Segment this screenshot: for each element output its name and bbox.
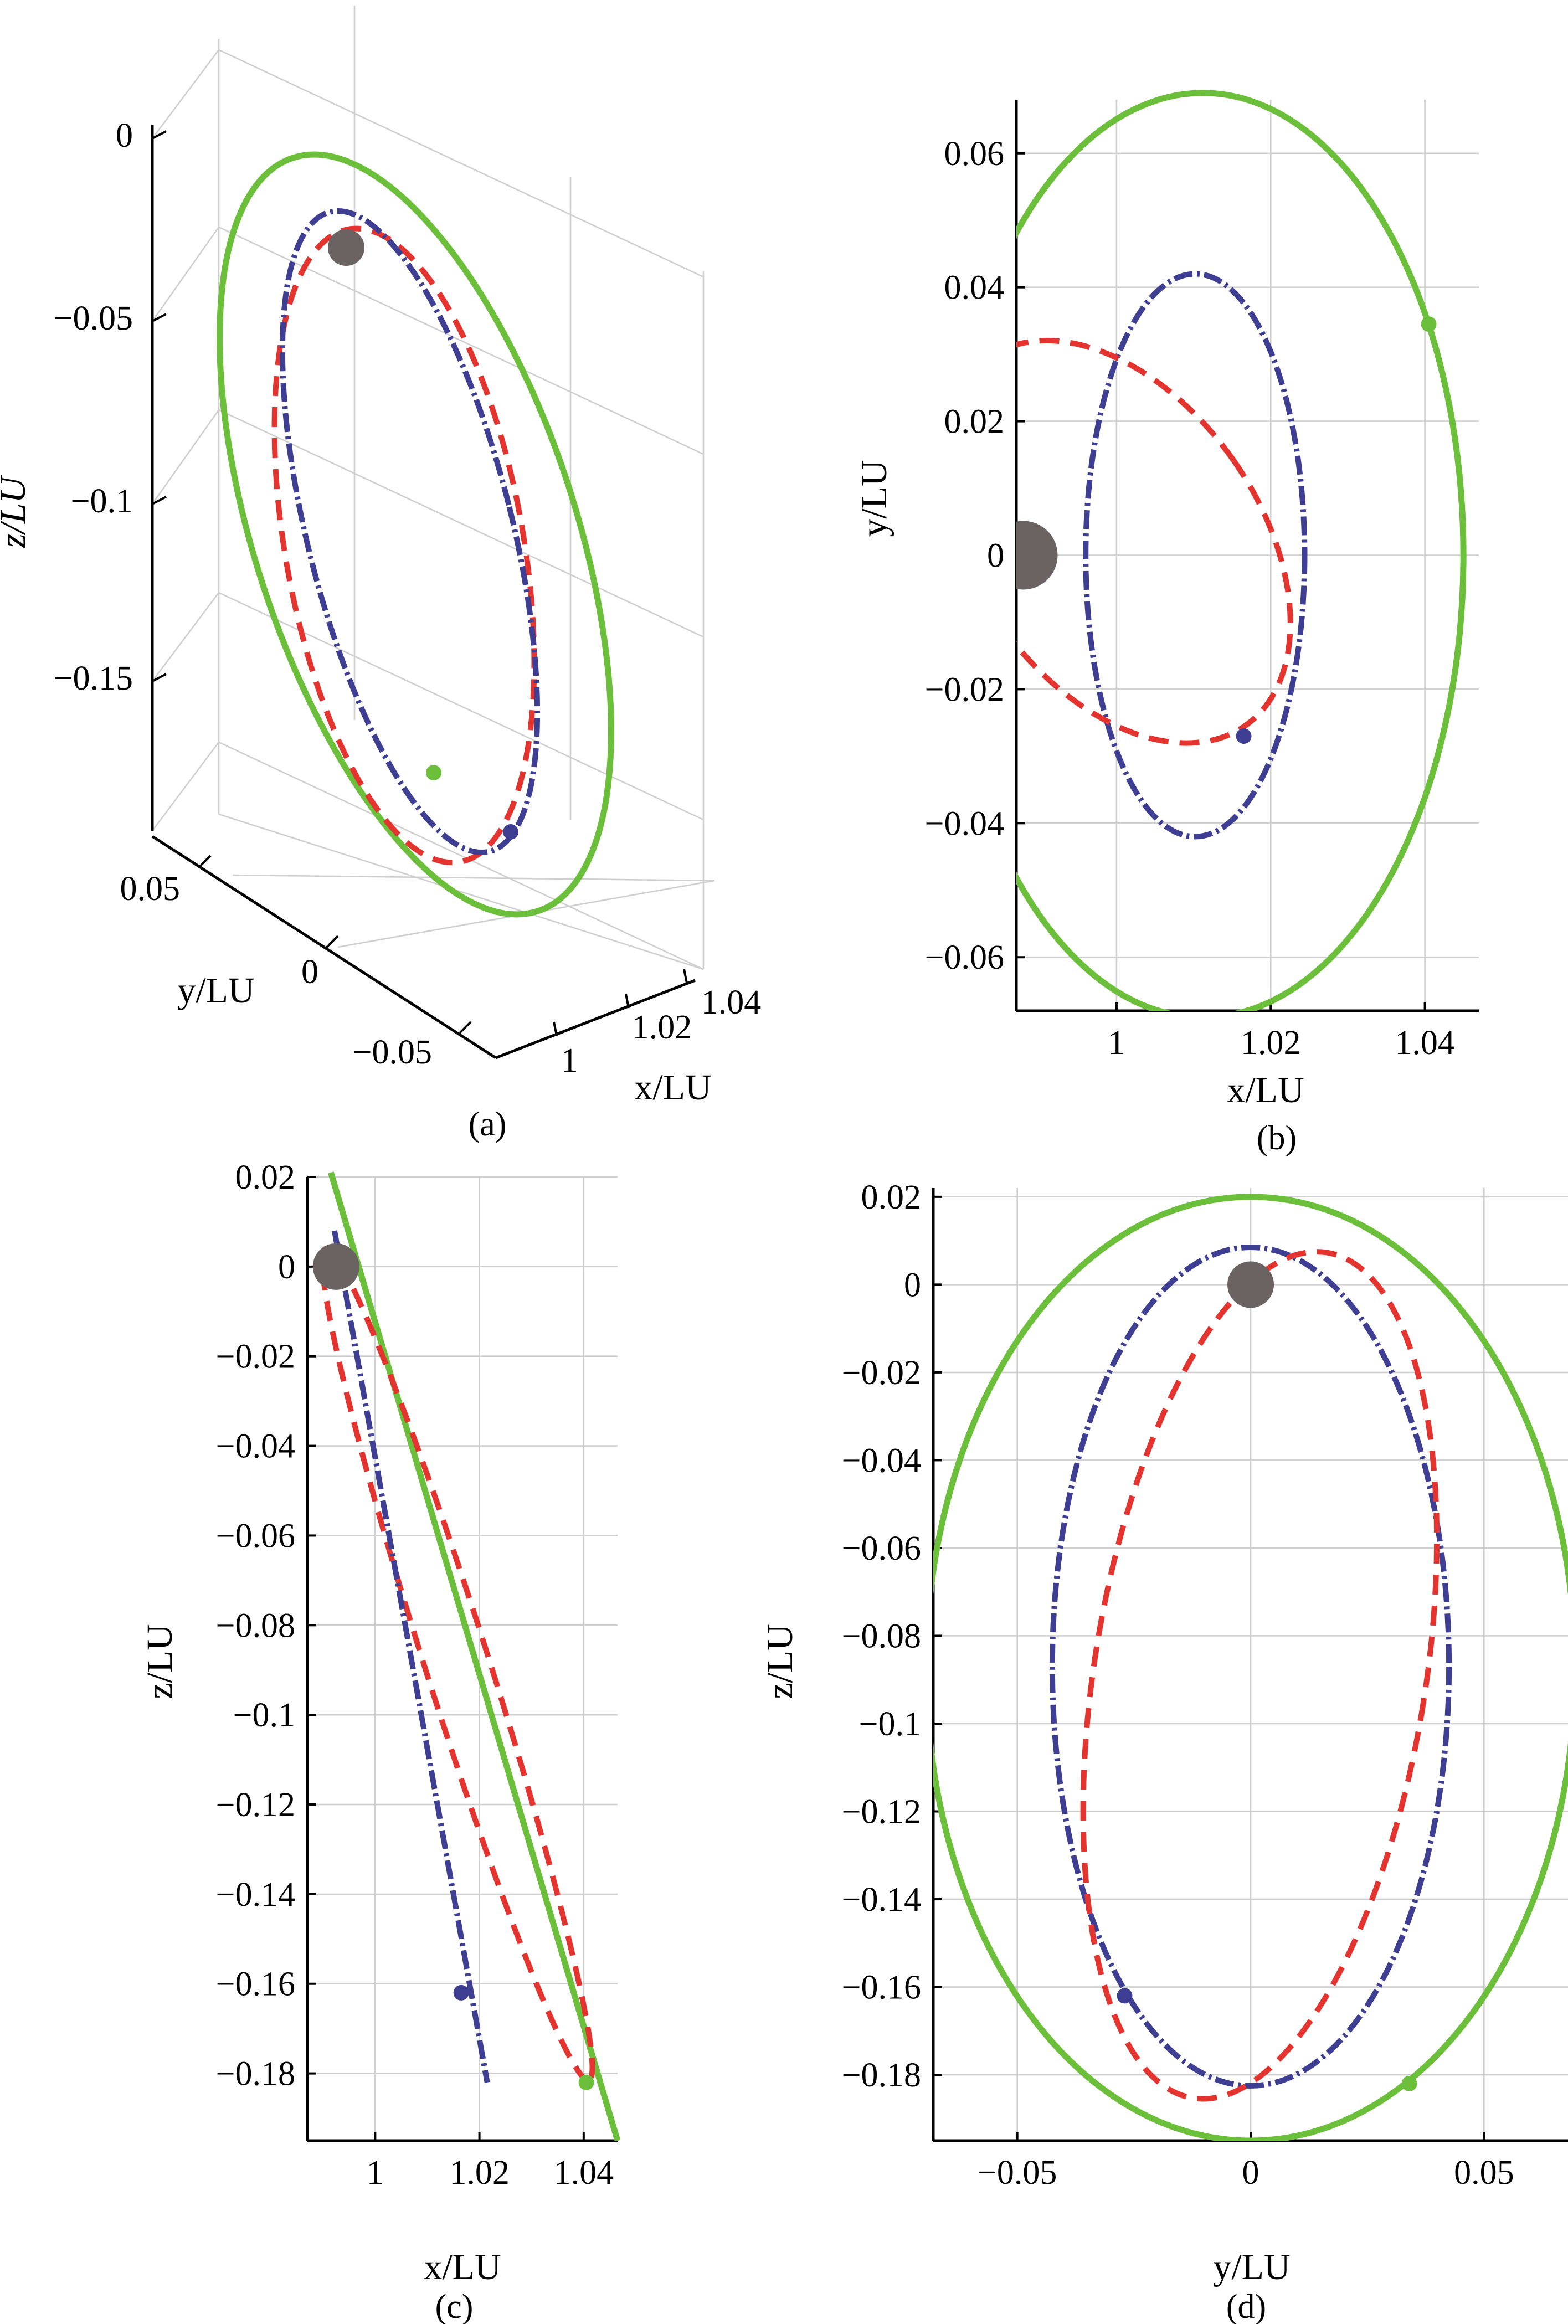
panel-a-moon	[328, 229, 364, 266]
panel-c-y-tick-label: −0.16	[216, 1966, 295, 2003]
panel-d-y-tick-label: −0.16	[842, 1969, 921, 2007]
panel-b-x-tick-label: 1.04	[1395, 1024, 1455, 1062]
panel-a-caption: (a)	[469, 1106, 507, 1143]
panel-d-x-tick-label: −0.05	[978, 2154, 1057, 2192]
panel-a-3d-view: 0 −0.05 −0.1 −0.15 0.05 0 −0.05 1 1.02 1…	[0, 6, 761, 1143]
panel-d-x-tick-label: 0.05	[1454, 2154, 1514, 2192]
panel-d-green-orbit	[933, 1194, 1568, 2141]
panel-b-y-tick-label: 0	[987, 537, 1004, 575]
panel-b-caption: (b)	[1257, 1119, 1297, 1157]
panel-d-y-axis-label: z/LU	[760, 1624, 800, 1699]
panel-b-green-marker	[1421, 316, 1437, 332]
panel-c-green-marker	[578, 2074, 594, 2090]
panel-b-y-tick-label: −0.02	[925, 671, 1004, 708]
panel-d-y-tick-label: −0.1	[859, 1705, 921, 1743]
panel-c-green-orbit	[328, 1171, 621, 2141]
z-tick-label: −0.15	[54, 660, 133, 697]
panel-d-y-tick-label: −0.08	[842, 1617, 921, 1655]
panel-b-blue-orbit	[1083, 271, 1308, 840]
panel-b-y-tick-label: −0.06	[925, 939, 1004, 976]
panel-b-blue-marker	[1236, 728, 1252, 744]
panel-c-xz-view: 1 1.02 1.04 0.02 0 −0.02 −0.04 −0.06 −0.08 −0.1 −0…	[140, 1159, 621, 2324]
panel-c-x-tick-label: 1	[367, 2154, 384, 2192]
panel-c-blue-marker	[453, 1984, 469, 2001]
panel-b-red-orbit	[1016, 338, 1293, 746]
x-tick-label: 1.02	[632, 1009, 692, 1046]
panel-a-x-axis-label: x/LU	[634, 1067, 711, 1108]
panel-d-plot-area	[933, 1194, 1568, 2141]
panel-d-y-tick-label: −0.06	[842, 1530, 921, 1567]
panel-b-y-axis-label: y/LU	[854, 460, 894, 537]
panel-a-red-orbit	[271, 225, 537, 866]
panel-d-blue-orbit	[1049, 1245, 1452, 2089]
panel-d-moon	[1227, 1261, 1274, 1308]
panel-a-axes	[151, 125, 696, 1060]
panel-b-y-tick-label: 0.06	[944, 135, 1005, 173]
panel-c-x-axis-label: x/LU	[424, 2247, 501, 2287]
panel-c-red-orbit	[319, 1246, 595, 2083]
panel-c-moon	[312, 1243, 359, 1290]
panel-c-y-tick-label: −0.14	[216, 1876, 295, 1914]
panel-d-blue-marker	[1117, 1988, 1133, 2004]
panel-a-tick-labels: 0 −0.05 −0.1 −0.15 0.05 0 −0.05 1 1.02 1…	[54, 117, 762, 1079]
panel-c-y-axis-label: z/LU	[140, 1624, 180, 1699]
panel-b-green-orbit	[1016, 90, 1467, 1011]
panel-d-y-tick-label: −0.14	[842, 1881, 921, 1919]
panel-c-y-tick-label: −0.18	[216, 2055, 295, 2093]
panel-c-y-tick-label: −0.06	[216, 1517, 295, 1555]
panel-d-y-tick-label: 0.02	[861, 1179, 922, 1216]
panel-b-y-tick-label: 0.04	[944, 269, 1005, 307]
x-tick-label: 1.04	[701, 984, 762, 1021]
panel-c-y-tick-label: −0.02	[216, 1338, 295, 1376]
x-tick-label: 1	[561, 1042, 578, 1079]
panel-c-y-tick-label: 0	[278, 1248, 295, 1286]
panel-a-y-axis-label: y/LU	[177, 970, 254, 1011]
panel-a-orbits	[217, 151, 614, 918]
panel-d-y-tick-label: −0.18	[842, 2056, 921, 2094]
z-tick-label: 0	[116, 117, 133, 155]
panel-d-y-tick-label: −0.04	[842, 1442, 921, 1479]
panel-a-z-axis-label: z/LU	[0, 474, 33, 548]
panel-a-green-orbit	[217, 151, 614, 918]
panel-b-y-tick-label: −0.04	[925, 805, 1004, 842]
panel-a-blue-marker	[503, 824, 518, 840]
panel-b-x-tick-label: 1	[1108, 1024, 1125, 1062]
panel-d-y-tick-label: −0.02	[842, 1354, 921, 1392]
panel-c-y-tick-label: −0.1	[233, 1696, 295, 1734]
y-tick-label: 0.05	[120, 870, 181, 908]
panel-d-green-marker	[1401, 2075, 1417, 2091]
panel-d-x-axis-label: y/LU	[1213, 2247, 1290, 2287]
panel-b-moon	[1016, 521, 1058, 590]
panel-c-x-tick-label: 1.02	[449, 2154, 510, 2192]
z-tick-label: −0.1	[71, 482, 133, 520]
panel-c-x-tick-label: 1.04	[554, 2154, 614, 2192]
z-tick-label: −0.05	[54, 300, 133, 337]
panel-a-blue-orbit	[279, 208, 541, 856]
y-tick-label: −0.05	[353, 1034, 432, 1071]
panel-b-plot-area	[1016, 90, 1467, 1011]
panel-c-y-tick-label: −0.04	[216, 1428, 295, 1466]
panel-c-y-tick-label: 0.02	[235, 1159, 296, 1196]
panel-a-green-marker	[426, 765, 441, 780]
panel-b-xy-view: 1 1.02 1.04 −0.06 −0.04 −0.02 0 0.02 0.04 0.06 x/L…	[854, 90, 1479, 1157]
panel-d-red-orbit	[1080, 1249, 1440, 2102]
panel-b-x-tick-label: 1.02	[1241, 1024, 1301, 1062]
panel-d-yz-view: −0.05 0 0.05 0.02 0 −0.02 −0.04 −0.06 −0.08 −0.1 −…	[760, 1179, 1568, 2324]
panel-d-y-tick-label: 0	[904, 1266, 921, 1304]
panel-b-y-tick-label: 0.02	[944, 403, 1005, 441]
panel-d-y-tick-label: −0.12	[842, 1793, 921, 1831]
panel-a-grid	[151, 6, 715, 970]
y-tick-label: 0	[301, 953, 318, 991]
panel-c-y-tick-label: −0.12	[216, 1786, 295, 1824]
panel-c-caption: (c)	[435, 2288, 474, 2324]
panel-b-x-axis-label: x/LU	[1227, 1070, 1304, 1110]
panel-d-caption: (d)	[1226, 2288, 1266, 2324]
panel-c-y-tick-label: −0.08	[216, 1607, 295, 1644]
panel-c-blue-orbit	[332, 1230, 490, 2083]
panel-d-x-tick-label: 0	[1242, 2154, 1259, 2192]
